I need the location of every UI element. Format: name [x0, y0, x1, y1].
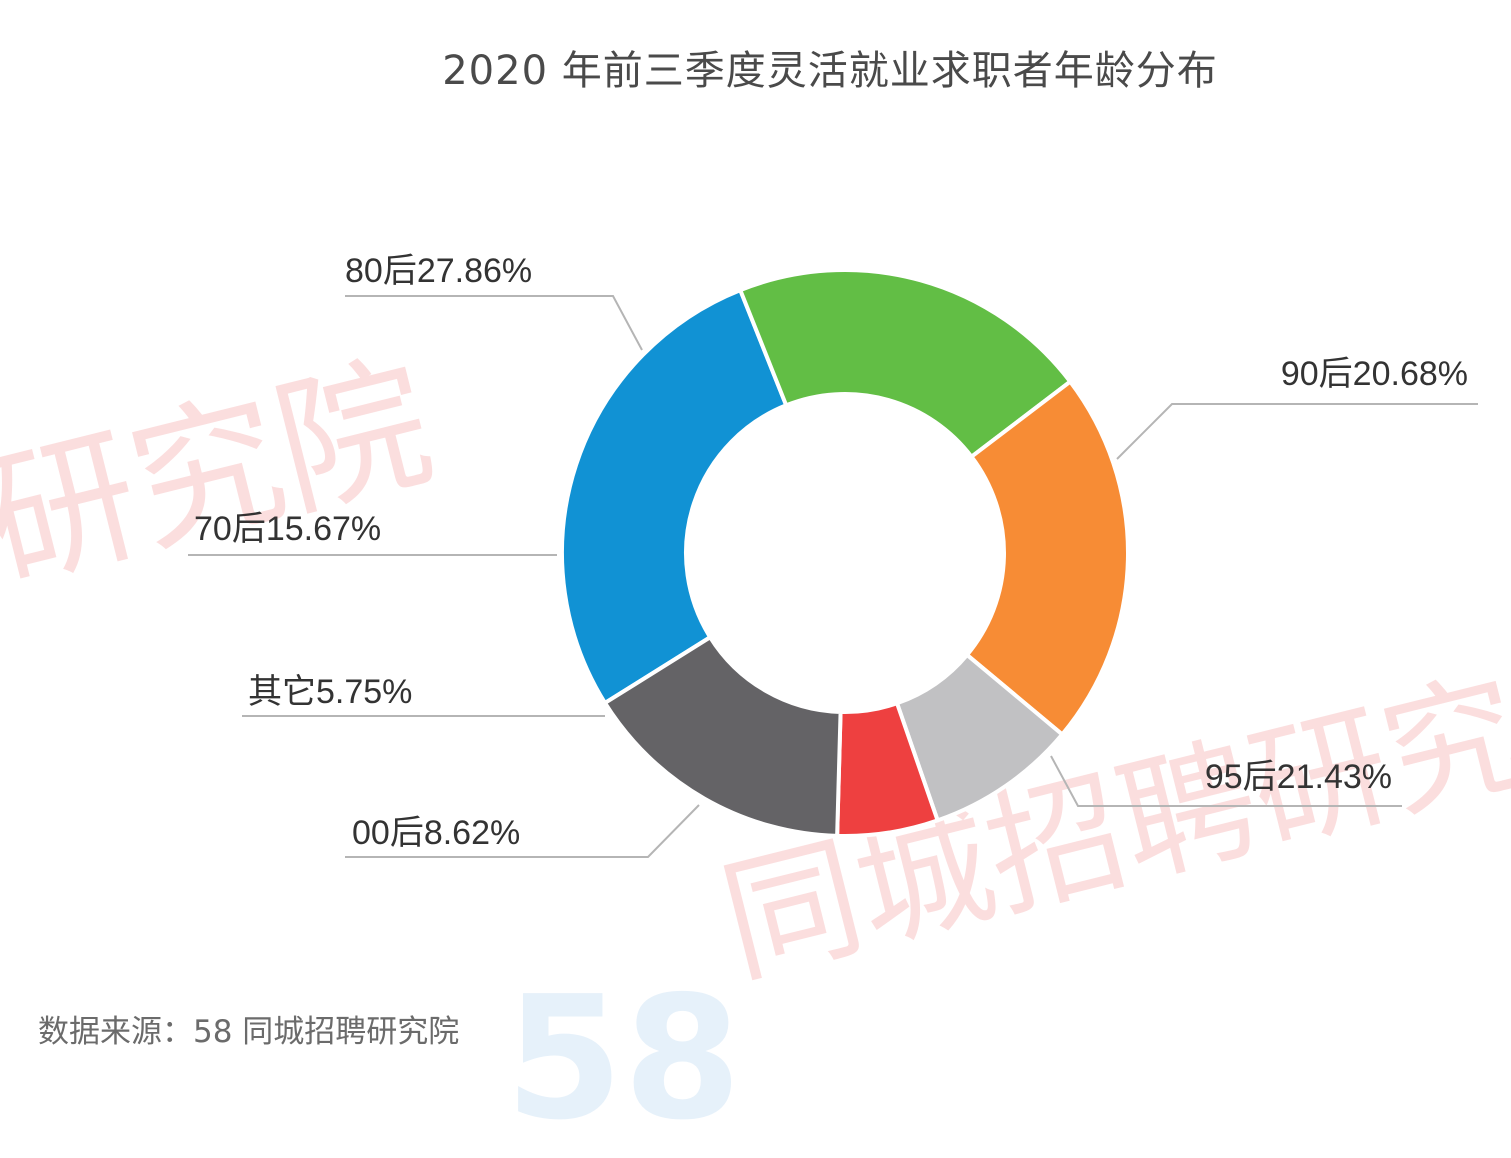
leader-line-2	[1116, 403, 1478, 460]
slice-label-6: 70后15.67%	[194, 510, 381, 548]
leader-line-1	[345, 295, 643, 351]
slice-label-4: 00后8.62%	[352, 814, 520, 852]
chart-root: 研究院 58 同城招聘研究 2020 年前三季度灵活就业求职者年龄分布 80后2…	[0, 48, 1511, 1158]
chart-title: 2020 年前三季度灵活就业求职者年龄分布	[442, 48, 1218, 94]
leader-line-3	[1050, 755, 1402, 807]
slice-label-1: 80后27.86%	[345, 252, 532, 290]
slice-label-5: 其它5.75%	[248, 673, 412, 711]
slice-label-2: 90后20.68%	[1281, 355, 1468, 393]
leader-line-4	[345, 804, 700, 858]
slice-label-3: 95后21.43%	[1205, 758, 1392, 796]
slice-3	[965, 379, 1130, 737]
slice-1	[560, 288, 789, 705]
slice-2	[738, 268, 1073, 459]
source-note: 数据来源：58 同城招聘研究院	[38, 1014, 460, 1050]
slice-6	[603, 635, 843, 838]
donut-chart: 80后27.86% 90后20.68% 95后21.43% 00后8.62% 其它5.7…	[188, 252, 1478, 858]
